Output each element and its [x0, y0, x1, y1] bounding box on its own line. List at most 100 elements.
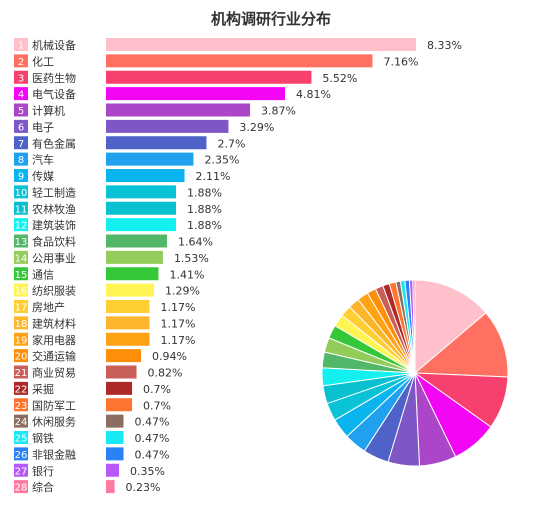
bar [106, 54, 373, 68]
value-label: 1.64% [178, 236, 213, 249]
bar [106, 381, 133, 395]
rank-badge [14, 119, 28, 133]
chart-title: 机构调研行业分布 [210, 10, 331, 28]
value-label: 1.53% [174, 252, 209, 265]
rank-number: 1 [18, 41, 24, 52]
category-label: 建筑装饰 [32, 218, 76, 232]
bar [106, 463, 120, 477]
bar [106, 234, 168, 248]
rank-badge [14, 201, 28, 215]
value-label: 1.88% [187, 203, 222, 216]
category-label: 有色金属 [32, 136, 76, 150]
bar [106, 201, 176, 215]
rank-number: 6 [18, 122, 24, 133]
value-label: 1.41% [169, 268, 204, 281]
rank-number: 25 [15, 434, 28, 445]
rank-number: 20 [15, 352, 28, 363]
category-label: 农林牧渔 [32, 202, 76, 216]
category-label: 轻工制造 [32, 185, 76, 199]
bar [106, 332, 150, 346]
rank-badge [14, 169, 28, 182]
rank-badge [14, 234, 28, 248]
rank-number: 28 [15, 483, 28, 494]
value-label: 0.47% [134, 448, 169, 461]
value-label: 4.81% [296, 88, 331, 101]
rank-number: 11 [15, 204, 28, 215]
value-label: 1.17% [161, 334, 196, 347]
rank-badge [14, 381, 28, 395]
value-label: 0.47% [134, 432, 169, 445]
rank-number: 7 [18, 139, 24, 150]
bar [106, 414, 124, 428]
rank-number: 8 [18, 155, 24, 166]
value-label: 1.17% [161, 317, 196, 330]
bar [106, 349, 141, 363]
category-label: 房地产 [32, 300, 65, 314]
value-label: 0.7% [143, 399, 171, 412]
category-label: 公用事业 [32, 252, 76, 265]
value-label: 0.7% [143, 383, 171, 396]
category-label: 钢铁 [32, 432, 54, 445]
rank-number: 13 [15, 237, 28, 248]
category-label: 非银金融 [32, 447, 76, 461]
category-label: 机械设备 [32, 38, 76, 52]
bar [106, 480, 115, 494]
bar [106, 87, 286, 101]
category-label: 电子 [32, 121, 54, 134]
rank-badge [14, 218, 28, 232]
bar [106, 283, 155, 297]
bar [106, 300, 150, 313]
rank-badge [14, 300, 28, 313]
bar [106, 267, 159, 281]
bar [106, 250, 163, 264]
bar [106, 218, 176, 232]
value-label: 5.52% [322, 72, 357, 85]
rank-number: 27 [15, 466, 28, 477]
bar [106, 152, 194, 166]
rank-badge [14, 398, 28, 412]
category-label: 传媒 [32, 170, 54, 183]
value-label: 1.29% [165, 285, 200, 298]
bar [106, 103, 251, 117]
value-label: 8.33% [427, 39, 462, 52]
rank-number: 22 [15, 384, 28, 395]
rank-badge [14, 152, 28, 166]
category-label: 医药生物 [32, 71, 76, 85]
rank-badge [14, 463, 28, 477]
rank-badge [14, 447, 28, 461]
category-label: 建筑材料 [32, 316, 76, 330]
rank-number: 16 [15, 286, 28, 297]
rank-number: 19 [15, 335, 28, 346]
pie-slice [413, 312, 509, 378]
value-label: 0.35% [130, 465, 165, 478]
rank-number: 21 [15, 368, 28, 379]
value-label: 0.47% [134, 416, 169, 429]
category-label: 食品饮料 [32, 235, 76, 249]
rank-number: 5 [18, 106, 24, 117]
category-label: 商业贸易 [32, 366, 76, 380]
category-label: 国防军工 [32, 398, 76, 412]
rank-badge [14, 185, 28, 199]
value-label: 0.94% [152, 350, 187, 363]
bar [106, 398, 133, 412]
rank-badge [14, 431, 28, 444]
bar [106, 431, 124, 444]
rank-badge [14, 267, 28, 281]
rank-number: 26 [15, 450, 28, 461]
rank-number: 9 [18, 172, 24, 183]
category-label: 采掘 [32, 382, 54, 396]
value-label: 1.17% [161, 301, 196, 314]
rank-badge [14, 103, 28, 117]
pie-slice [414, 279, 487, 375]
bar [106, 169, 185, 182]
rank-number: 23 [15, 401, 28, 412]
value-label: 1.88% [187, 186, 222, 199]
category-label: 通信 [32, 268, 54, 281]
value-label: 0.23% [126, 481, 161, 494]
category-label: 化工 [32, 54, 54, 68]
value-label: 2.7% [217, 137, 245, 150]
value-label: 2.35% [204, 154, 239, 167]
value-label: 3.29% [239, 121, 274, 134]
rank-badge [14, 54, 28, 68]
